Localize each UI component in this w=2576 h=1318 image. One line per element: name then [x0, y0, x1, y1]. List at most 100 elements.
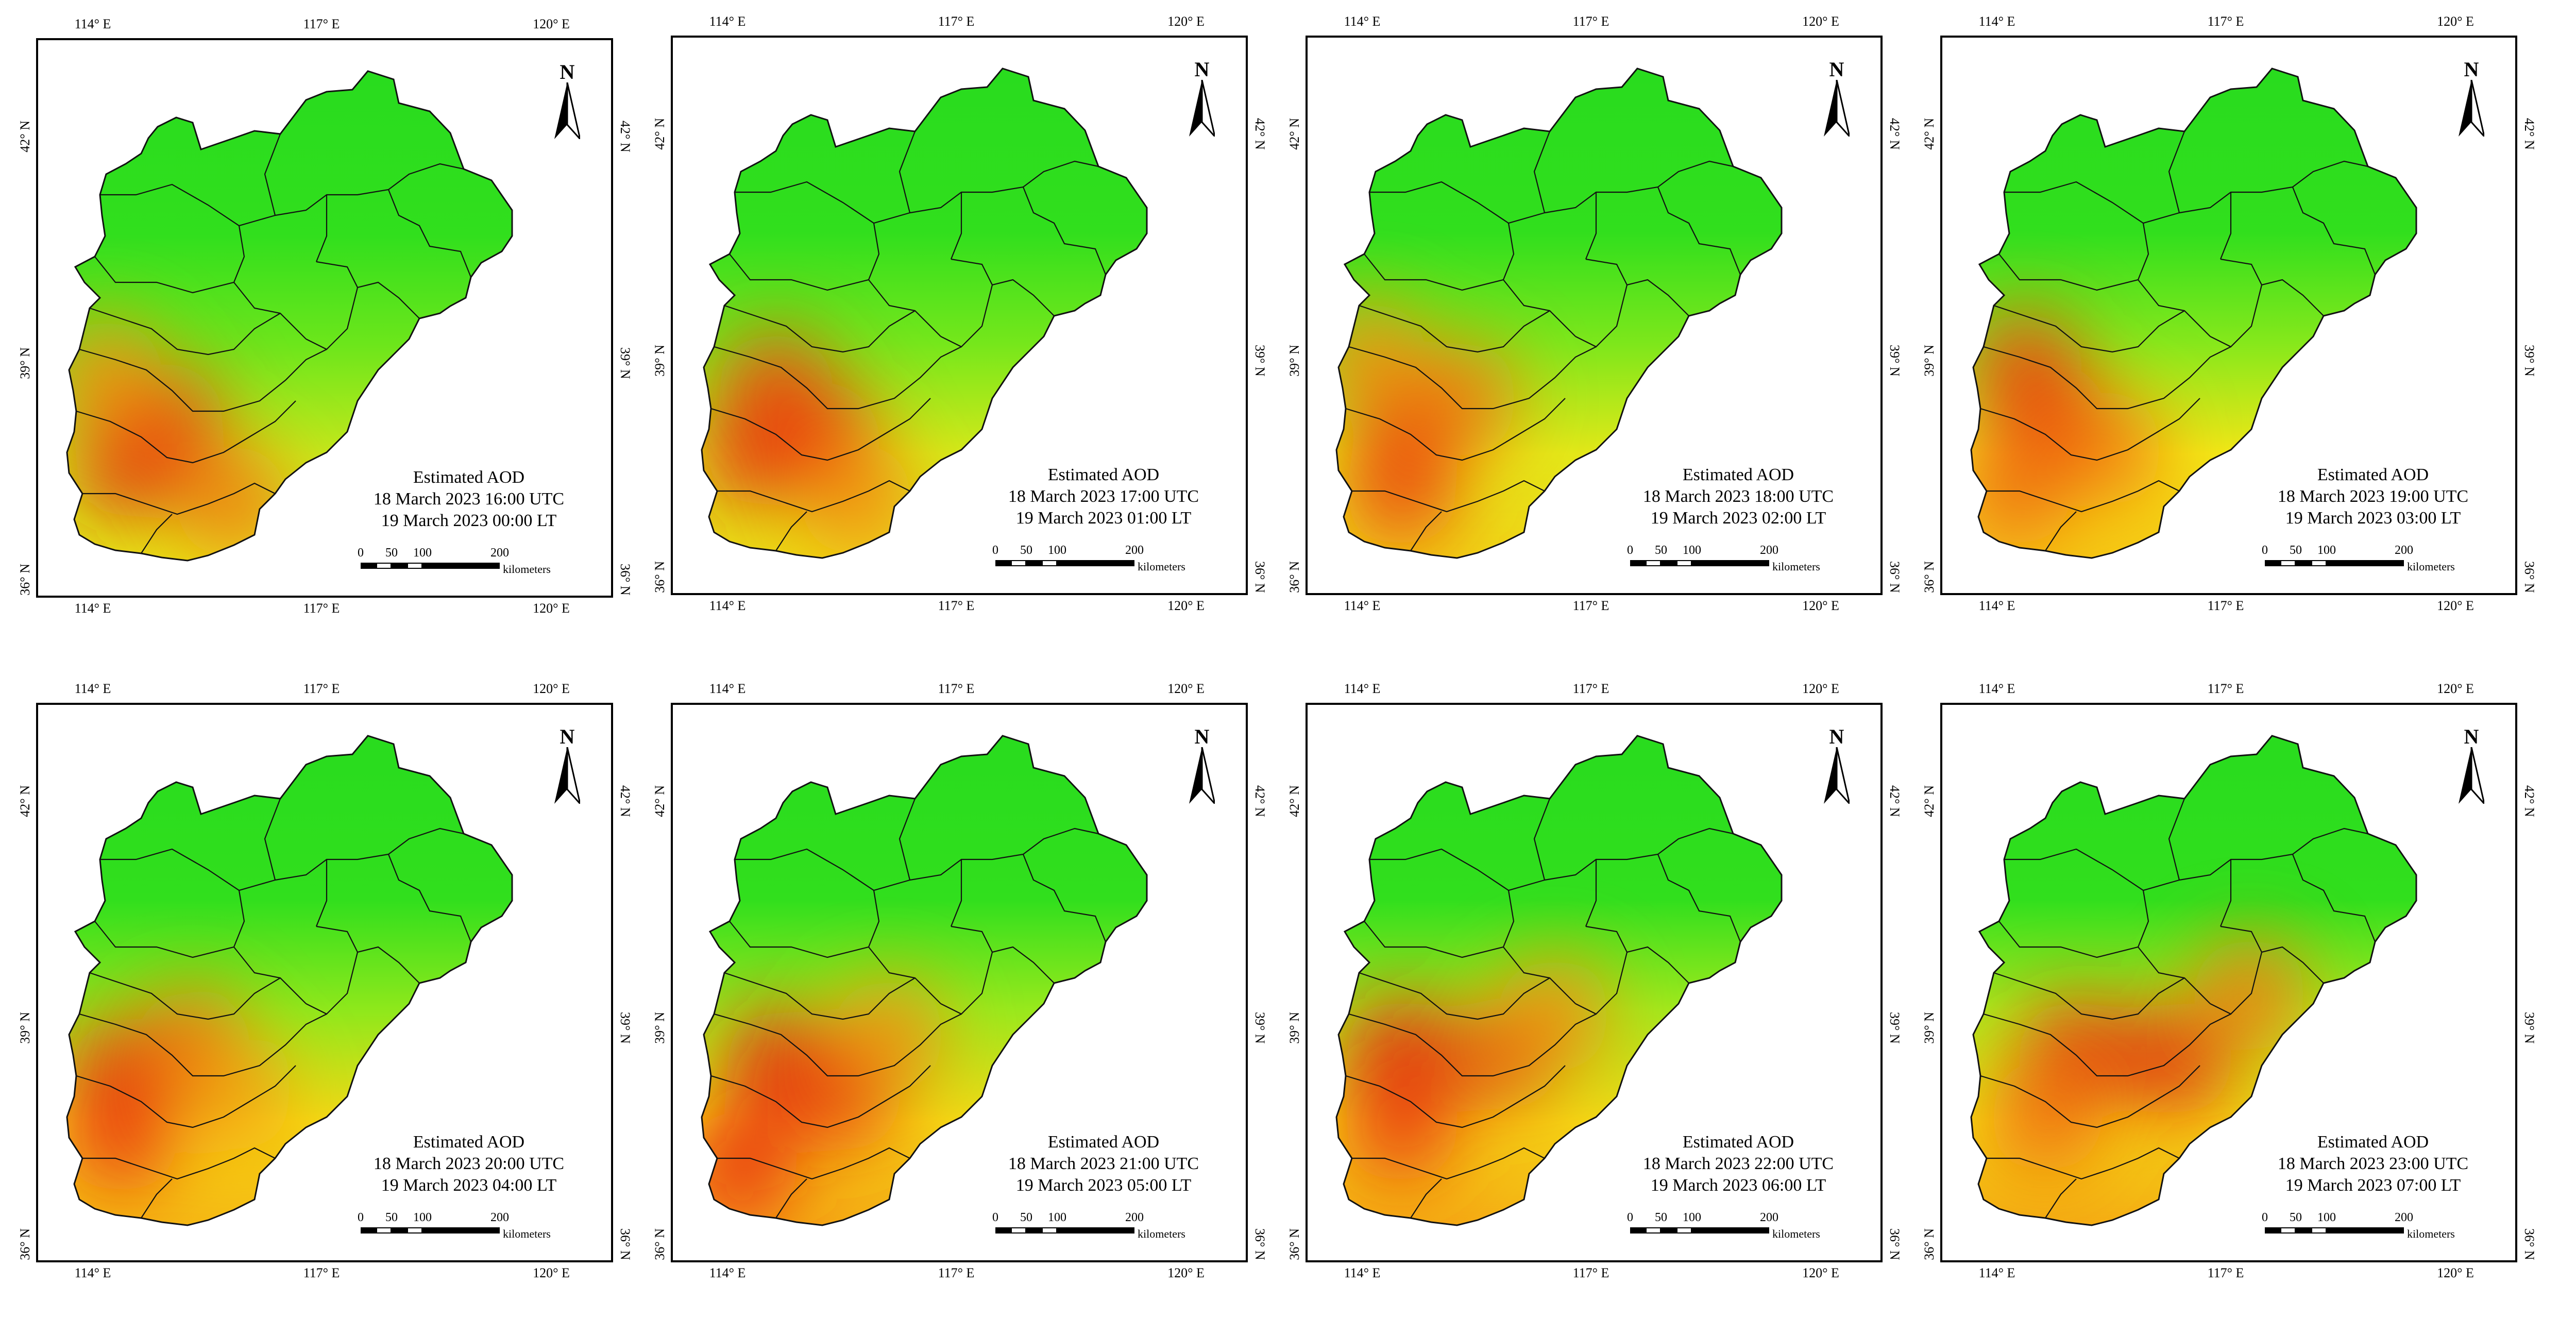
scale-bar: 0 50 100 200 kilometers [2260, 544, 2517, 574]
caption-title: Estimated AOD [413, 468, 525, 487]
longitude-tick-top: 120° E [533, 681, 570, 696]
province-border [1348, 1013, 1597, 1077]
north-arrow: N [2453, 724, 2489, 807]
scale-segment [2280, 560, 2296, 566]
map-frame [36, 703, 613, 1262]
longitude-tick-bottom: 117° E [2207, 598, 2244, 613]
caption-utc-time: 18 March 2023 21:00 UTC [1008, 1154, 1199, 1173]
longitude-tick-top: 120° E [1167, 681, 1205, 696]
longitude-tick-top: 114° E [709, 14, 746, 29]
province-border [2219, 192, 2232, 260]
province-border [1369, 181, 1545, 224]
scale-tick-label: 0 [2262, 544, 2268, 557]
latitude-tick-left: 36° N [652, 561, 667, 593]
latitude-tick-right: 42° N [618, 785, 633, 817]
longitude-tick-bottom: 117° E [2207, 1265, 2244, 1280]
province-border [2138, 279, 2211, 337]
scale-segment [1646, 560, 1661, 566]
north-label: N [1829, 725, 1844, 748]
scale-segment [995, 1227, 1011, 1233]
north-arrow-icon [1189, 80, 1215, 137]
province-border [76, 1065, 296, 1128]
latitude-tick-left: 36° N [1287, 561, 1302, 593]
region-outline [1335, 67, 1783, 559]
latitude-tick-left: 42° N [1922, 118, 1937, 150]
map-panel-6: 114° E 117° E 120° E 114° E 117° E 120° E 42° … [650, 680, 1267, 1280]
province-border [940, 952, 993, 1015]
longitude-tick-bottom: 114° E [1344, 1265, 1381, 1280]
province-border [775, 511, 807, 551]
province-border [1585, 925, 1689, 984]
latitude-tick-right: 36° N [1252, 561, 1267, 593]
province-border [1998, 890, 2149, 958]
caption-title: Estimated AOD [1682, 1133, 1794, 1152]
province-border [1980, 1065, 2200, 1128]
latitude-tick-right: 36° N [1887, 561, 1902, 593]
province-border [1657, 187, 1741, 275]
latitude-tick-left: 42° N [18, 785, 32, 817]
scale-bar: 0 50 100 200 kilometers [355, 1211, 613, 1242]
latitude-tick-left: 42° N [1287, 785, 1302, 817]
province-border [306, 952, 359, 1015]
caption-utc-time: 18 March 2023 16:00 UTC [373, 489, 565, 509]
aod-hotspot [802, 445, 915, 558]
province-border [1369, 848, 1545, 891]
province-border [1575, 952, 1628, 1015]
province-border [1352, 1147, 1545, 1180]
map-panel-8: 114° E 117° E 120° E 114° E 117° E 120° E 42° … [1920, 680, 2537, 1280]
province-border [1022, 854, 1107, 942]
scale-segment [376, 563, 392, 569]
scale-tick-label: 50 [1655, 544, 1667, 557]
longitude-tick-top: 120° E [1167, 14, 1205, 29]
scale-tick-label: 200 [1125, 1211, 1144, 1224]
latitude-tick-right: 42° N [618, 121, 633, 153]
region-outline [701, 735, 1148, 1226]
aod-hotspot [1498, 957, 1612, 1071]
province-border [1987, 1147, 2180, 1180]
scale-bar: 0 50 100 200 kilometers [355, 546, 613, 577]
latitude-tick-right: 42° N [2522, 785, 2537, 817]
north-arrow: N [2453, 57, 2489, 140]
province-border [1585, 192, 1597, 260]
province-border [275, 827, 464, 881]
scale-segment [2265, 560, 2280, 566]
north-arrow-icon [554, 82, 580, 139]
aod-map-svg [1335, 67, 1783, 559]
latitude-tick-right: 42° N [1252, 118, 1267, 150]
province-border [79, 348, 327, 412]
latitude-tick-right: 36° N [2522, 561, 2537, 593]
scale-bar: 0 50 100 200 kilometers [990, 1211, 1248, 1242]
province-border [82, 482, 276, 515]
province-border [1998, 223, 2149, 291]
province-border [2138, 947, 2211, 1004]
province-border [2004, 848, 2180, 891]
scale-unit: kilometers [503, 563, 551, 576]
caption-local-time: 19 March 2023 07:00 LT [2285, 1176, 2461, 1195]
province-border [1410, 1178, 1442, 1219]
scale-unit: kilometers [503, 1227, 551, 1240]
province-border [316, 925, 420, 984]
aod-map-svg [701, 735, 1148, 1226]
north-label: N [560, 725, 575, 748]
province-border [1983, 346, 2231, 410]
longitude-tick-top: 117° E [2207, 681, 2244, 696]
scale-tick-label: 50 [1655, 1211, 1667, 1224]
longitude-tick-top: 114° E [74, 681, 111, 696]
longitude-tick-bottom: 114° E [1978, 598, 2015, 613]
latitude-tick-left: 42° N [1287, 118, 1302, 150]
map-panel-3: 114° E 117° E 120° E 114° E 117° E 120° E 42° … [1285, 13, 1902, 613]
scale-segment [1011, 1227, 1026, 1233]
scale-segment [1042, 560, 1057, 566]
scale-tick-label: 200 [490, 1211, 509, 1224]
province-border [1980, 398, 2200, 461]
panel-caption: Estimated AOD 18 March 2023 19:00 UTC 19 M… [2229, 464, 2517, 529]
longitude-tick-top: 114° E [1344, 14, 1381, 29]
caption-title: Estimated AOD [2317, 1133, 2429, 1152]
aod-hotspot [67, 1081, 177, 1194]
map-panel-7: 114° E 117° E 120° E 114° E 117° E 120° E 42° … [1285, 680, 1902, 1280]
map-panel-1: 114° E 117° E 120° E 114° E 117° E 120° E 42° … [15, 15, 633, 615]
north-arrow: N [1184, 724, 1220, 807]
latitude-tick-right: 36° N [618, 1228, 633, 1260]
province-border [79, 1013, 327, 1077]
scale-tick-label: 50 [385, 1211, 398, 1224]
